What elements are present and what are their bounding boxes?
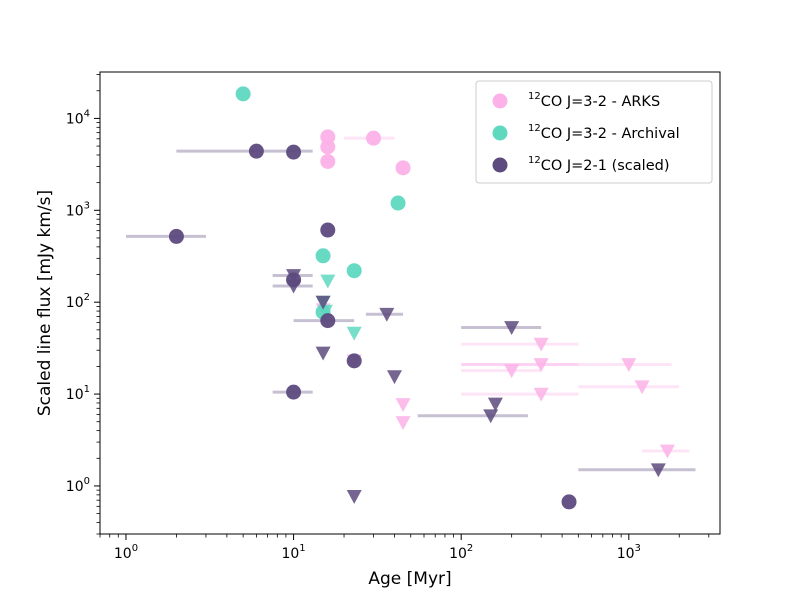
upper-limit-marker bbox=[650, 463, 666, 478]
y-axis-label: Scaled line flux [mJy km/s] bbox=[35, 190, 55, 416]
data-point bbox=[390, 195, 406, 211]
data-point bbox=[346, 263, 362, 279]
upper-limit-marker bbox=[346, 490, 362, 504]
y-tick-label: 104 bbox=[66, 108, 90, 127]
legend-isotope-superscript: 12 bbox=[528, 91, 541, 102]
upper-limit-marker bbox=[533, 337, 549, 352]
legend-entry: 12CO J=3-2 - Archival bbox=[528, 123, 680, 142]
y-tick-label: 102 bbox=[66, 292, 90, 311]
upper-limit-marker bbox=[533, 387, 549, 402]
upper-limit-marker bbox=[379, 307, 395, 322]
upper-limit-marker bbox=[621, 358, 637, 372]
upper-limit-marker bbox=[634, 380, 650, 395]
x-tick-label: 101 bbox=[281, 543, 305, 562]
x-tick-exponent: 0 bbox=[132, 543, 138, 554]
data-point bbox=[168, 228, 184, 244]
data-point bbox=[248, 143, 264, 159]
y-tick-label: 103 bbox=[66, 200, 90, 219]
legend-marker bbox=[492, 125, 508, 141]
data-point bbox=[235, 86, 251, 102]
upper-limit-marker bbox=[315, 346, 331, 361]
legend-marker bbox=[492, 93, 508, 109]
legend-box bbox=[475, 80, 713, 184]
upper-limit-marker bbox=[395, 398, 411, 413]
x-tick-exponent: 3 bbox=[635, 543, 641, 554]
legend-entry-label: CO J=3-2 - Archival bbox=[541, 126, 680, 142]
upper-limit-marker bbox=[483, 409, 499, 424]
data-point bbox=[315, 248, 331, 264]
legend-entry-label: CO J=2-1 (scaled) bbox=[541, 158, 670, 174]
upper-limit-marker bbox=[346, 326, 362, 341]
legend-entry-label: CO J=3-2 - ARKS bbox=[541, 94, 660, 110]
y-tick-label: 100 bbox=[66, 476, 90, 495]
data-point bbox=[395, 160, 411, 176]
y-tick-label: 101 bbox=[66, 384, 90, 403]
legend-entry: 12CO J=2-1 (scaled) bbox=[528, 155, 669, 174]
data-point bbox=[286, 384, 302, 400]
upper-limit-marker bbox=[533, 358, 549, 372]
upper-limit-marker bbox=[317, 304, 333, 319]
data-point bbox=[366, 130, 382, 146]
legend-isotope-superscript: 12 bbox=[528, 123, 541, 134]
upper-limit-marker bbox=[315, 295, 331, 310]
x-tick-label: 103 bbox=[617, 543, 641, 562]
upper-limit-marker bbox=[286, 279, 302, 294]
data-point bbox=[561, 494, 577, 510]
x-tick-label: 102 bbox=[449, 543, 473, 562]
data-point bbox=[346, 353, 362, 369]
data-marks bbox=[125, 86, 696, 510]
x-axis-label: Age [Myr] bbox=[368, 569, 451, 589]
plot-frame bbox=[99, 71, 721, 535]
y-tick-exponent: 3 bbox=[84, 200, 90, 211]
upper-limit-marker bbox=[286, 269, 302, 284]
y-tick-exponent: 1 bbox=[84, 384, 90, 395]
upper-limit-marker bbox=[395, 416, 411, 431]
upper-limit-marker bbox=[320, 274, 336, 289]
data-point bbox=[320, 313, 336, 329]
data-point bbox=[320, 153, 336, 169]
upper-limit-marker bbox=[659, 444, 675, 459]
y-tick-exponent: 4 bbox=[84, 108, 90, 119]
upper-limit-marker bbox=[386, 370, 402, 385]
x-tick-label: 100 bbox=[114, 543, 138, 562]
data-point bbox=[320, 139, 336, 155]
legend-entry: 12CO J=3-2 - ARKS bbox=[528, 91, 660, 110]
upper-limit-marker bbox=[504, 321, 520, 336]
legend-isotope-superscript: 12 bbox=[528, 155, 541, 166]
upper-limit-marker bbox=[504, 364, 520, 379]
upper-limit-marker bbox=[487, 397, 503, 412]
data-point bbox=[320, 222, 336, 238]
y-tick-exponent: 2 bbox=[84, 292, 90, 303]
x-tick-exponent: 1 bbox=[299, 543, 305, 554]
legend-marker bbox=[492, 157, 508, 173]
x-tick-exponent: 2 bbox=[467, 543, 473, 554]
y-tick-exponent: 0 bbox=[84, 476, 90, 487]
data-point bbox=[286, 144, 302, 160]
